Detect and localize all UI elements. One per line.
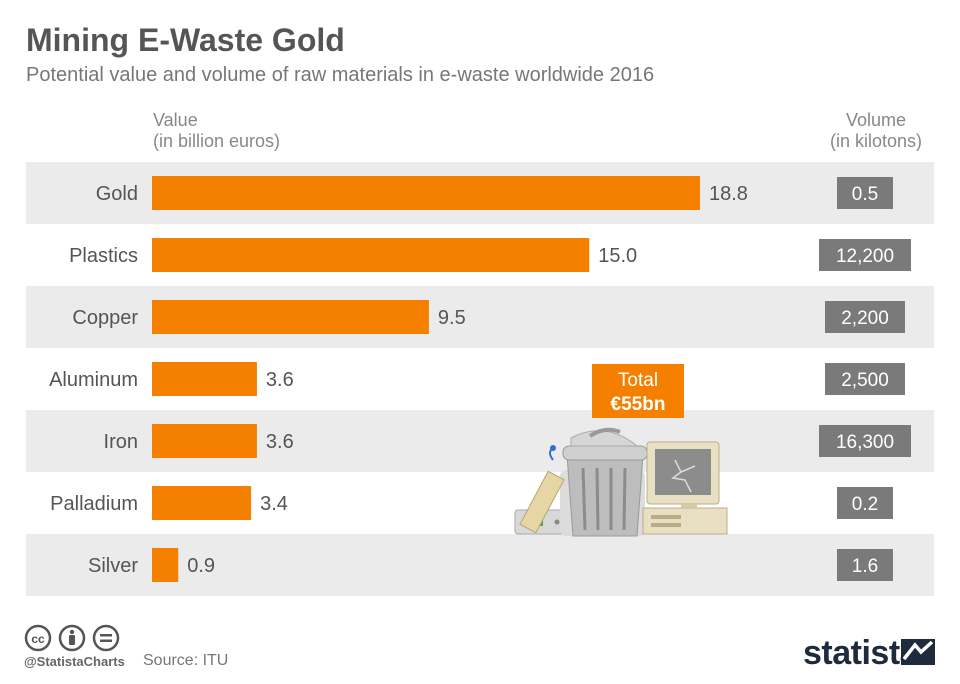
volume-label: 16,300 xyxy=(836,432,894,453)
volume-box xyxy=(837,177,893,209)
volume-box xyxy=(825,363,905,395)
value-label: 9.5 xyxy=(438,307,466,329)
social-handle: @StatistaCharts xyxy=(24,654,125,669)
category-label: Gold xyxy=(96,183,138,205)
bar xyxy=(152,548,179,582)
value-axis-label-line2: (in billion euros) xyxy=(153,131,281,151)
value-label: 15.0 xyxy=(598,245,637,267)
statista-logo-icon xyxy=(901,639,935,665)
volume-label: 2,200 xyxy=(841,308,889,329)
category-label: Iron xyxy=(104,431,138,453)
value-label: 3.6 xyxy=(266,431,294,453)
source-note: Source: ITU xyxy=(143,652,229,669)
volume-label: 0.2 xyxy=(852,494,878,515)
volume-label: 2,500 xyxy=(841,370,889,391)
bar xyxy=(152,486,252,520)
category-label: Copper xyxy=(72,307,138,329)
no-derivatives-icon xyxy=(92,624,120,652)
value-label: 3.6 xyxy=(266,369,294,391)
computer-icon xyxy=(642,441,728,535)
cc-icon: cc xyxy=(24,624,52,652)
trash-can-icon xyxy=(560,427,648,537)
category-label: Plastics xyxy=(69,245,138,267)
category-label: Aluminum xyxy=(49,369,138,391)
svg-text:cc: cc xyxy=(31,632,45,646)
circuit-board-icon xyxy=(519,445,565,534)
value-axis-label: Value (in billion euros) xyxy=(153,110,280,152)
license-icons: cc xyxy=(24,624,120,657)
value-label: 0.9 xyxy=(187,555,215,577)
value-label: 3.4 xyxy=(260,493,288,515)
volume-axis-label-line2: (in kilotons) xyxy=(829,131,922,151)
volume-box xyxy=(819,239,911,271)
value-label: 18.8 xyxy=(709,183,748,205)
volume-box xyxy=(819,425,911,457)
volume-box xyxy=(837,487,893,519)
volume-box xyxy=(837,549,893,581)
attribution-icon xyxy=(58,624,86,652)
total-callout-line1: Total xyxy=(618,370,658,391)
chart-title: Mining E-Waste Gold xyxy=(26,22,345,58)
total-callout-line2: €55bn xyxy=(611,394,666,415)
bar xyxy=(152,362,257,396)
bar xyxy=(152,238,590,272)
volume-label: 0.5 xyxy=(852,184,878,205)
category-label: Palladium xyxy=(50,493,138,515)
bar xyxy=(152,424,257,458)
volume-label: 1.6 xyxy=(852,556,878,577)
category-label: Silver xyxy=(88,555,138,577)
chart-subtitle: Potential value and volume of raw materi… xyxy=(26,64,655,86)
brand-name[interactable]: statista xyxy=(803,634,919,672)
e-waste-illustration xyxy=(514,427,728,537)
bar xyxy=(152,300,429,334)
volume-box xyxy=(825,301,905,333)
bar xyxy=(152,176,700,210)
volume-axis-label: Volume (in kilotons) xyxy=(830,110,922,152)
total-callout-box xyxy=(592,364,684,418)
volume-label: 12,200 xyxy=(836,246,894,267)
volume-axis-label-line1: Volume xyxy=(845,110,906,130)
value-axis-label-line1: Value xyxy=(153,110,198,130)
